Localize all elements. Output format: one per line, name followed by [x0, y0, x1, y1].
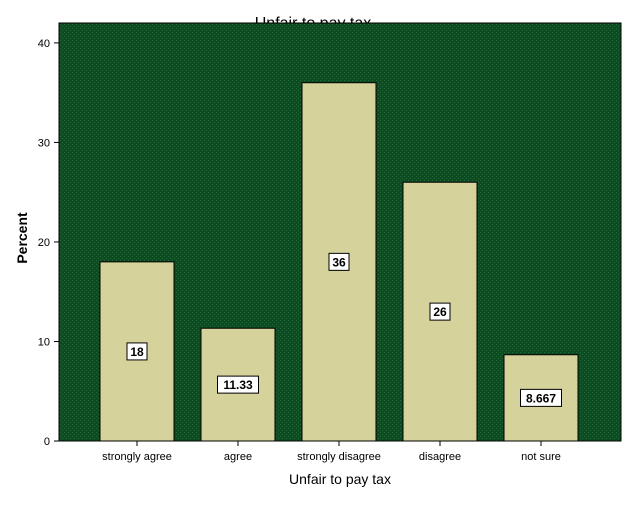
data-label-box — [328, 252, 350, 271]
data-label: 26 — [433, 305, 447, 319]
data-label-box — [520, 388, 562, 407]
y-tick-label: 20 — [38, 237, 50, 249]
y-tick-label: 10 — [38, 336, 50, 348]
data-label-box — [217, 375, 259, 394]
data-label: 11.33 — [223, 378, 253, 392]
y-tick-label: 30 — [38, 137, 50, 149]
x-axis: strongly agree agree strongly disagree disa… — [102, 441, 561, 463]
data-label-box — [126, 342, 148, 361]
data-label: 18 — [130, 345, 144, 359]
data-label: 36 — [332, 255, 346, 269]
x-axis-label: Unfair to pay tax — [289, 471, 391, 487]
bars: 18 11.33 36 26 8.667 — [99, 82, 579, 442]
y-tick-label: 40 — [38, 38, 50, 50]
x-tick-label: disagree — [419, 451, 461, 463]
y-axis-label: Percent — [14, 212, 30, 264]
y-axis: 0 10 20 30 40 — [38, 38, 59, 448]
x-tick-label: agree — [224, 451, 252, 463]
data-label: 8.667 — [526, 391, 556, 405]
x-tick-label: not sure — [521, 451, 561, 463]
data-label-box — [429, 302, 451, 321]
y-tick-label: 0 — [44, 436, 50, 448]
x-tick-label: strongly agree — [102, 451, 172, 463]
x-tick-label: strongly disagree — [297, 451, 381, 463]
